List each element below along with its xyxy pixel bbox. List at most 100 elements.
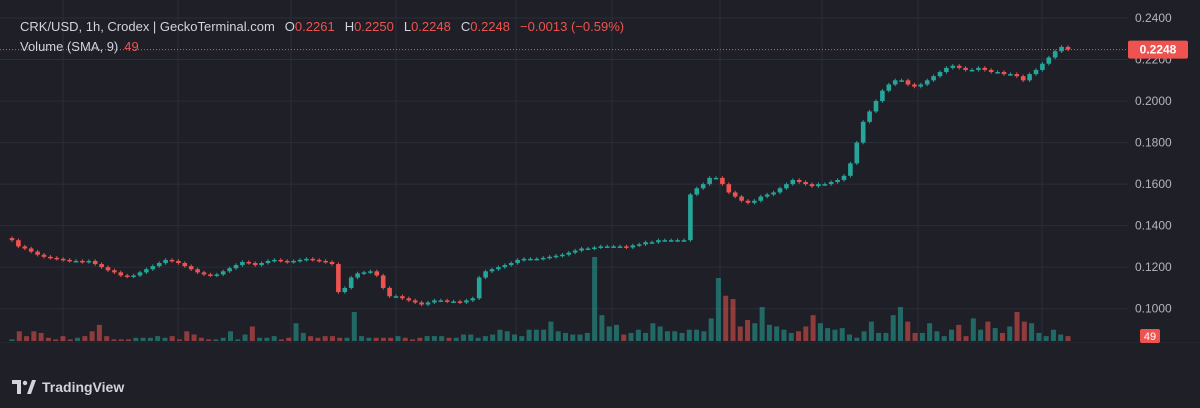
candle-body[interactable] xyxy=(118,272,124,276)
candle-body[interactable] xyxy=(713,177,719,180)
candle-body[interactable] xyxy=(444,300,450,302)
candle-body[interactable] xyxy=(976,67,981,70)
candle-body[interactable] xyxy=(982,67,988,70)
candle-body[interactable] xyxy=(579,248,584,251)
candle-body[interactable] xyxy=(643,242,648,245)
candle-body[interactable] xyxy=(694,188,700,195)
candle-body[interactable] xyxy=(80,260,85,263)
candle-body[interactable] xyxy=(336,264,341,293)
candle-body[interactable] xyxy=(316,259,322,262)
candle-body[interactable] xyxy=(169,259,175,262)
candle-body[interactable] xyxy=(144,269,149,273)
candle-body[interactable] xyxy=(28,248,34,252)
candle-body[interactable] xyxy=(393,296,399,298)
candle-body[interactable] xyxy=(176,260,181,264)
candle-body[interactable] xyxy=(246,261,252,264)
candle-body[interactable] xyxy=(112,270,117,273)
candle-body[interactable] xyxy=(1001,72,1007,75)
candle-body[interactable] xyxy=(796,179,802,183)
candle-body[interactable] xyxy=(297,259,303,262)
candle-body[interactable] xyxy=(809,184,815,187)
candle-body[interactable] xyxy=(272,259,277,262)
candle-body[interactable] xyxy=(240,261,245,266)
candle-body[interactable] xyxy=(726,184,732,193)
candle-body[interactable] xyxy=(854,142,860,164)
candle-body[interactable] xyxy=(649,242,655,244)
candle-body[interactable] xyxy=(560,254,565,257)
candle-body[interactable] xyxy=(873,101,879,112)
candle-body[interactable] xyxy=(265,260,271,264)
candle-body[interactable] xyxy=(86,260,92,263)
candle-body[interactable] xyxy=(905,80,911,85)
candle-body[interactable] xyxy=(547,256,552,259)
symbol-label[interactable]: CRK/USD, 1h, Crodex | GeckoTerminal.com xyxy=(20,19,275,34)
candle-body[interactable] xyxy=(99,264,104,268)
candle-body[interactable] xyxy=(739,196,744,201)
candle-body[interactable] xyxy=(707,177,712,185)
candle-body[interactable] xyxy=(700,184,706,189)
candle-body[interactable] xyxy=(22,246,28,249)
candle-body[interactable] xyxy=(310,258,316,261)
candle-body[interactable] xyxy=(220,271,226,275)
candle-body[interactable] xyxy=(1065,46,1071,50)
candle-body[interactable] xyxy=(489,269,495,272)
candle-body[interactable] xyxy=(348,277,354,288)
candle-body[interactable] xyxy=(611,246,616,248)
candle-body[interactable] xyxy=(54,257,60,260)
candle-body[interactable] xyxy=(528,258,533,261)
candle-body[interactable] xyxy=(137,272,143,276)
candle-body[interactable] xyxy=(380,275,386,288)
candle-body[interactable] xyxy=(956,65,962,68)
candle-body[interactable] xyxy=(60,258,66,261)
candle-body[interactable] xyxy=(656,240,661,243)
candle-body[interactable] xyxy=(572,250,578,253)
candle-body[interactable] xyxy=(764,194,770,197)
candle-body[interactable] xyxy=(963,67,968,70)
candle-body[interactable] xyxy=(1040,63,1045,70)
candle-body[interactable] xyxy=(752,200,757,203)
candle-body[interactable] xyxy=(1027,74,1032,81)
candle-body[interactable] xyxy=(432,300,437,303)
candle-body[interactable] xyxy=(48,256,53,259)
candle-body[interactable] xyxy=(470,298,476,301)
candle-body[interactable] xyxy=(150,266,156,270)
candle-body[interactable] xyxy=(419,302,424,305)
candle-body[interactable] xyxy=(425,302,431,305)
candle-body[interactable] xyxy=(988,69,994,73)
candle-body[interactable] xyxy=(374,271,380,276)
candle-body[interactable] xyxy=(208,274,213,276)
candle-body[interactable] xyxy=(252,263,258,266)
candle-body[interactable] xyxy=(867,111,872,122)
candle-body[interactable] xyxy=(662,240,668,242)
candle-body[interactable] xyxy=(803,182,808,185)
candle-body[interactable] xyxy=(131,275,136,277)
candle-body[interactable] xyxy=(92,260,98,265)
candle-body[interactable] xyxy=(892,80,898,85)
candle-body[interactable] xyxy=(912,84,917,87)
candle-body[interactable] xyxy=(400,296,405,299)
candle-body[interactable] xyxy=(950,65,956,68)
candle-body[interactable] xyxy=(227,268,232,272)
candle-body[interactable] xyxy=(675,240,680,242)
candle-body[interactable] xyxy=(681,240,687,242)
candle-body[interactable] xyxy=(387,287,392,297)
candle-body[interactable] xyxy=(617,246,623,248)
candle-body[interactable] xyxy=(534,258,540,261)
candle-body[interactable] xyxy=(860,121,866,143)
candle-body[interactable] xyxy=(995,72,1000,74)
candle-body[interactable] xyxy=(323,260,328,263)
candle-body[interactable] xyxy=(508,263,514,266)
candle-body[interactable] xyxy=(476,277,482,299)
candle-body[interactable] xyxy=(284,260,290,263)
candle-body[interactable] xyxy=(771,192,776,195)
candle-body[interactable] xyxy=(464,300,469,303)
candle-body[interactable] xyxy=(790,179,796,185)
candle-body[interactable] xyxy=(1020,76,1026,81)
price-chart[interactable]: 0.24000.22000.20000.18000.16000.14000.12… xyxy=(0,0,1200,343)
candle-body[interactable] xyxy=(899,80,904,82)
candle-body[interactable] xyxy=(438,300,444,302)
candle-body[interactable] xyxy=(1052,51,1058,58)
candle-body[interactable] xyxy=(73,260,79,263)
candle-body[interactable] xyxy=(969,69,975,72)
candle-body[interactable] xyxy=(259,263,264,266)
